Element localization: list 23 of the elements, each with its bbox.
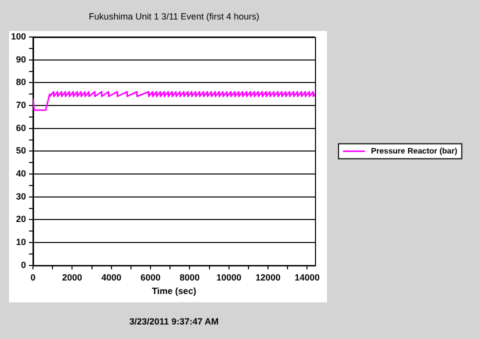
- x-tick-label: 2000: [62, 272, 82, 282]
- y-tick-label: 30: [16, 191, 26, 202]
- y-tick-label: 70: [16, 100, 26, 110]
- y-tick-label: 20: [16, 214, 26, 224]
- y-tick-label: 10: [16, 237, 26, 248]
- x-tick-label: 12000: [255, 272, 281, 282]
- x-tick-label: 0: [30, 272, 36, 282]
- x-tick-label: 10000: [216, 272, 242, 282]
- x-tick-label: 4000: [101, 272, 122, 282]
- x-tick-label: 14000: [294, 272, 320, 282]
- y-tick-label: 60: [16, 122, 26, 133]
- text: 3/23/2011 9:37:47 AM: [129, 316, 219, 326]
- chart-title: Fukushima Unit 1 3/11 Event (first 4 hours): [88, 11, 260, 22]
- x-tick-label: 8000: [180, 272, 200, 282]
- x-tick-label: 6000: [140, 272, 161, 282]
- y-tick-label: 90: [16, 54, 26, 64]
- y-tick-label: 100: [10, 31, 26, 42]
- y-tick-label: 0: [21, 260, 26, 270]
- y-tick-label: 80: [16, 77, 26, 88]
- y-tick-label: 50: [16, 146, 26, 156]
- x-axis-title: Time (sec): [152, 286, 196, 296]
- legend-label: Pressure Reactor (bar): [371, 146, 458, 156]
- y-tick-label: 40: [16, 168, 26, 179]
